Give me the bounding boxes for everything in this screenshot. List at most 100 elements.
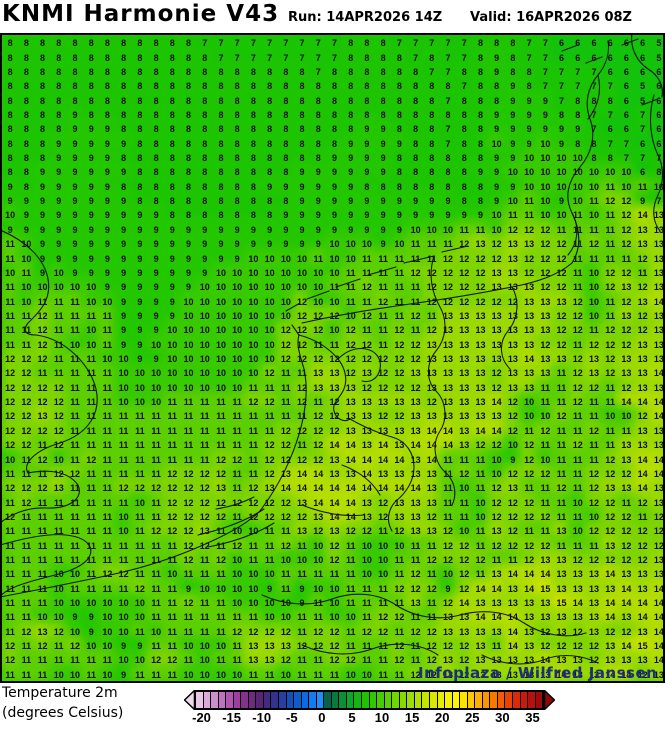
field-cell [567, 162, 588, 181]
temperature-value: 12 [313, 354, 324, 365]
temperature-value: 9 [348, 181, 354, 192]
temperature-value: 11 [21, 325, 32, 336]
temperature-value: 13 [345, 468, 356, 479]
field-cell [48, 119, 69, 138]
temperature-value: 11 [589, 325, 599, 336]
field-cell [210, 35, 232, 52]
temperature-value: 12 [361, 339, 372, 350]
field-cell [486, 90, 507, 109]
temperature-value: 10 [410, 224, 421, 235]
field-cell [502, 76, 524, 95]
temperature-value: 14 [475, 583, 486, 594]
colorbar-segment [300, 692, 309, 708]
temperature-value: 8 [364, 95, 370, 106]
temperature-value: 11 [556, 382, 567, 393]
temperature-value: 14 [507, 569, 518, 580]
temperature-value: 8 [104, 95, 110, 106]
temperature-value: 9 [234, 224, 240, 235]
valid-time-label: Valid: 16APR2026 08Z [470, 10, 632, 25]
temperature-value: 11 [135, 411, 145, 422]
temperature-value: 12 [621, 526, 632, 537]
temperature-value: 12 [118, 483, 129, 494]
temperature-value: 12 [637, 253, 648, 264]
temperature-value: 12 [588, 382, 599, 393]
temperature-value: 8 [121, 109, 127, 120]
field-cell [2, 133, 21, 152]
temperature-value: 8 [104, 109, 110, 120]
temperature-value: 13 [621, 368, 632, 379]
temperature-value: 8 [283, 153, 289, 164]
temperature-value: 12 [556, 267, 567, 278]
field-cell [162, 119, 183, 138]
field-cell [600, 76, 621, 95]
temperature-value: 10 [491, 224, 502, 235]
field-cell [616, 61, 637, 81]
field-cell [129, 76, 150, 95]
temperature-value: 7 [331, 52, 337, 63]
field-cell [616, 119, 637, 138]
temperature-value: 12 [183, 598, 194, 609]
temperature-value: 8 [40, 38, 46, 49]
temperature-value: 11 [410, 325, 421, 336]
temperature-value: 12 [345, 526, 356, 537]
field-cell [48, 190, 69, 210]
temperature-value: 8 [234, 196, 240, 207]
temperature-value: 8 [591, 138, 597, 149]
field-cell [162, 35, 183, 52]
temperature-value: 9 [121, 196, 127, 207]
temperature-value: 8 [218, 210, 224, 221]
colorbar-segment [398, 692, 407, 708]
temperature-value: 11 [86, 382, 96, 393]
field-cell [227, 147, 248, 167]
temperature-value: 12 [653, 540, 664, 551]
colorbar-segment [225, 692, 233, 708]
temperature-value: 13 [491, 598, 502, 609]
temperature-value: 11 [394, 569, 405, 580]
temperature-value: 12 [21, 397, 32, 408]
temperature-value: 12 [53, 440, 64, 451]
temperature-value: 5 [656, 38, 662, 49]
temperature-value: 12 [507, 540, 518, 551]
temperature-value: 11 [475, 454, 486, 465]
temperature-value: 13 [653, 354, 664, 365]
temperature-value: 9 [510, 181, 516, 192]
temperature-value: 10 [588, 210, 599, 221]
temperature-value: 10 [540, 181, 551, 192]
temperature-value: 13 [621, 569, 632, 580]
temperature-value: 9 [234, 253, 240, 264]
field-cell [616, 104, 637, 124]
temperature-value: 11 [5, 282, 15, 293]
colorbar-segment [534, 692, 543, 708]
temperature-value: 11 [573, 224, 583, 235]
field-cell [324, 104, 345, 124]
field-cell [243, 147, 264, 167]
temperature-value: 10 [329, 583, 340, 594]
temperature-value: 12 [588, 641, 599, 652]
temperature-value: 8 [364, 66, 370, 77]
temperature-value: 9 [121, 310, 127, 321]
grid-row: 11 11 12 11 11 10 11 9 9 9 10 10 10 10 10 10 10 12 12 12 10 1… [2, 323, 663, 337]
temperature-value: 11 [394, 555, 405, 565]
temperature-value: 14 [426, 454, 437, 465]
field-cell [178, 76, 199, 95]
temperature-value: 13 [605, 583, 616, 594]
temperature-value: 8 [169, 153, 175, 164]
temperature-value: 11 [151, 641, 161, 652]
temperature-value: 14 [313, 497, 324, 508]
temperature-value: 6 [623, 52, 629, 63]
temperature-value: 7 [575, 81, 581, 92]
temperature-value: 12 [540, 626, 551, 637]
temperature-value: 10 [199, 669, 210, 680]
field-cell [275, 190, 296, 210]
temperature-value: 12 [426, 296, 437, 307]
temperature-value: 10 [151, 626, 162, 637]
temperature-value: 8 [331, 109, 337, 120]
temperature-value: 12 [102, 569, 113, 580]
temperature-value: 13 [605, 641, 616, 652]
temperature-value: 8 [575, 138, 581, 149]
temperature-value: 8 [121, 124, 127, 135]
colorbar-segment [308, 692, 316, 708]
temperature-value: 11 [199, 440, 210, 451]
field-cell [437, 147, 459, 167]
temperature-value: 11 [37, 555, 48, 565]
